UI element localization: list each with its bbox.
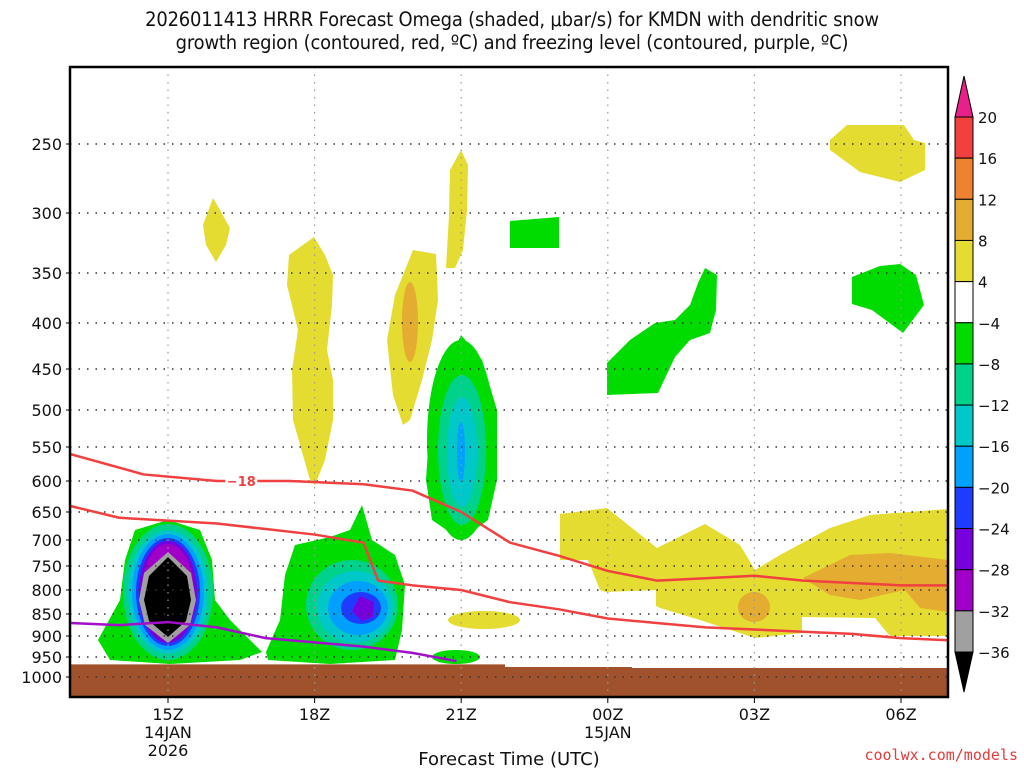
omega-area-pos4 xyxy=(560,508,948,638)
ground-layer xyxy=(70,664,948,697)
colorbar-label: −28 xyxy=(978,562,1010,580)
colorbar-label: −8 xyxy=(978,356,1000,374)
colorbar-segment xyxy=(954,610,974,653)
colorbar-segment xyxy=(954,157,974,200)
colorbar-segment xyxy=(954,116,974,159)
grid-lines xyxy=(70,67,948,697)
colorbar-label: −24 xyxy=(978,521,1010,539)
colorbar-label: 4 xyxy=(978,274,988,292)
chart-title-line1: 2026011413 HRRR Forecast Omega (shaded, … xyxy=(145,8,879,31)
x-tick-year: 2026 xyxy=(148,741,189,760)
colorbar-label: −20 xyxy=(978,479,1010,497)
colorbar-arrow-up xyxy=(954,75,974,118)
isotherm-minus18-contour xyxy=(69,452,948,587)
plot-frame xyxy=(68,65,950,699)
colorbar-segment xyxy=(954,198,974,241)
colorbar-label: 20 xyxy=(978,109,997,127)
y-tick-label: 550 xyxy=(31,438,62,457)
omega-area-pos8 xyxy=(803,553,948,612)
omega-area-pos4 xyxy=(287,237,333,485)
colorbar-segment xyxy=(954,528,974,571)
chart-title: 2026011413 HRRR Forecast Omega (shaded, … xyxy=(41,8,983,54)
ground-fill xyxy=(70,664,948,697)
colorbar-label: −4 xyxy=(978,315,1000,333)
colorbar-arrow-down xyxy=(954,651,974,693)
y-tick-label: 350 xyxy=(31,264,62,283)
colorbar-segment xyxy=(954,569,974,612)
colorbar-label: −12 xyxy=(978,397,1010,415)
x-tick-label: 21Z xyxy=(446,705,477,724)
omega-area-neg4 xyxy=(432,650,480,664)
colorbar-label: 12 xyxy=(978,191,997,209)
y-tick-label: 250 xyxy=(31,135,62,154)
y-tick-label: 750 xyxy=(31,557,62,576)
omega-area-pos4 xyxy=(203,198,230,262)
y-tick-label: 600 xyxy=(31,472,62,491)
y-tick-label: 650 xyxy=(31,503,62,522)
y-tick-label: 900 xyxy=(31,627,62,646)
y-tick-label: 500 xyxy=(31,401,62,420)
isotherm-minus12-contour xyxy=(69,504,949,642)
credit-text[interactable]: coolwx.com/models xyxy=(864,746,1018,764)
omega-area-neg4 xyxy=(852,264,924,333)
colorbar-label: −16 xyxy=(978,438,1010,456)
y-axis: 250 300 350 400 450 500 550 600 650 700 750 800 850 9… xyxy=(21,135,70,687)
omega-area-neg4 xyxy=(510,217,559,248)
y-tick-label: 800 xyxy=(31,581,62,600)
x-tick-label: 15Z xyxy=(152,705,183,724)
y-tick-label: 1000 xyxy=(21,668,62,687)
x-tick-date: 15JAN xyxy=(584,723,632,742)
omega-area-pos4 xyxy=(446,150,468,268)
colorbar-segment xyxy=(954,404,974,447)
x-tick-label: 03Z xyxy=(739,705,770,724)
omega-area-pos8 xyxy=(402,282,418,362)
omega-area-neg36 xyxy=(144,557,191,637)
colorbar-label: 8 xyxy=(978,232,988,250)
colorbar-label: 16 xyxy=(978,150,997,168)
x-tick-date: 14JAN xyxy=(144,723,192,742)
x-axis-title: Forecast Time (UTC) xyxy=(418,749,599,768)
omega-area-pos4 xyxy=(830,125,925,182)
colorbar-segment xyxy=(954,445,974,488)
colorbar: 20 16 12 8 4 −4 −8 −12 −16 −20 −24 −28 −32 −36 xyxy=(954,75,1010,693)
x-tick-label: 00Z xyxy=(592,705,623,724)
contour-lines: −18 xyxy=(69,452,949,663)
y-tick-label: 700 xyxy=(31,531,62,550)
colorbar-segment xyxy=(954,363,974,406)
omega-area-neg4 xyxy=(607,268,717,395)
y-tick-label: 300 xyxy=(31,204,62,223)
omega-area-neg24 xyxy=(352,596,374,621)
colorbar-label: −32 xyxy=(978,603,1010,621)
omega-area-pos4 xyxy=(448,611,520,629)
y-tick-label: 950 xyxy=(31,648,62,667)
x-tick-label: 06Z xyxy=(885,705,916,724)
colorbar-segment xyxy=(954,486,974,530)
contour-label: −18 xyxy=(227,475,256,490)
contour-label-bg xyxy=(225,472,258,488)
x-tick-label: 18Z xyxy=(299,705,330,724)
colorbar-label: −36 xyxy=(978,644,1010,662)
y-tick-label: 850 xyxy=(31,605,62,624)
freezing-level-contour xyxy=(70,620,457,663)
y-tick-label: 450 xyxy=(31,360,62,379)
colorbar-segment xyxy=(954,239,974,283)
y-tick-label: 400 xyxy=(31,314,62,333)
chart-title-line2: growth region (contoured, red, ºC) and f… xyxy=(175,31,849,54)
omega-shading xyxy=(98,125,948,664)
colorbar-segment xyxy=(954,322,974,365)
omega-area-neg16 xyxy=(457,422,465,482)
colorbar-segment xyxy=(954,281,974,324)
